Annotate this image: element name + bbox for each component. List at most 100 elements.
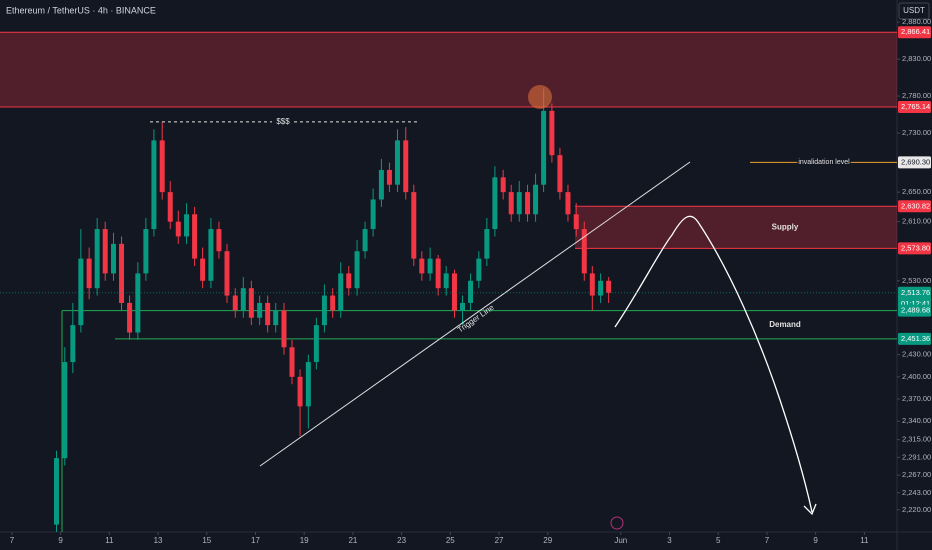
x-tick-label: 11 xyxy=(105,536,114,545)
candle-body xyxy=(565,192,571,215)
candle-body xyxy=(240,288,246,311)
x-tick-label: 15 xyxy=(202,536,211,545)
x-tick-label: 5 xyxy=(716,536,721,545)
candle-body xyxy=(119,243,125,303)
price-tag-label: 2,489.68 xyxy=(901,306,930,315)
x-tick-label: 7 xyxy=(10,536,15,545)
candle-body xyxy=(62,362,68,459)
candle-body xyxy=(598,280,604,296)
candle-body xyxy=(346,273,352,289)
projection-path xyxy=(614,215,813,513)
candle-body xyxy=(94,229,100,289)
candle-body xyxy=(54,458,60,525)
candle-body xyxy=(338,273,344,311)
y-tick-label: 2,400.00 xyxy=(902,372,931,381)
x-tick-label: 25 xyxy=(446,536,455,545)
x-tick-label: 21 xyxy=(348,536,357,545)
candle-body xyxy=(200,258,206,281)
candle-body xyxy=(516,192,522,215)
candle-body xyxy=(184,214,190,237)
y-tick-label: 2,220.00 xyxy=(902,505,931,514)
demand-label: Demand xyxy=(769,320,801,329)
candle-body xyxy=(460,302,466,311)
price-tag-label: 2,573.80 xyxy=(901,243,930,252)
candle-body xyxy=(378,169,384,200)
candle-body xyxy=(86,258,92,289)
x-tick-label: Jun xyxy=(614,536,627,545)
y-tick-label: 2,340.00 xyxy=(902,416,931,425)
price-tag-label: 2,451.36 xyxy=(901,334,930,343)
candle-body xyxy=(468,280,474,303)
candle-body xyxy=(525,192,531,215)
candle-body xyxy=(549,110,555,156)
price-tag xyxy=(898,242,931,255)
currency-box[interactable] xyxy=(898,2,930,20)
candle-body xyxy=(281,310,287,348)
x-tick-label: 9 xyxy=(813,536,818,545)
y-tick-label: 2,730.00 xyxy=(902,128,931,137)
candle-body xyxy=(305,362,311,407)
x-tick-label: 29 xyxy=(543,536,552,545)
candle-body xyxy=(581,229,587,274)
candles xyxy=(54,88,612,532)
candle-body xyxy=(476,258,482,281)
candle-body xyxy=(386,169,392,185)
price-tag xyxy=(898,304,931,317)
peak-highlight xyxy=(528,85,552,109)
candle-body xyxy=(362,229,368,252)
y-tick-label: 2,267.00 xyxy=(902,470,931,479)
price-tag xyxy=(898,101,931,114)
invalidation-label: invalidation level xyxy=(798,159,850,166)
candle-body xyxy=(370,199,376,230)
candle-body xyxy=(265,302,271,326)
x-tick-label: 11 xyxy=(860,536,869,545)
candle-body xyxy=(451,273,457,311)
candle-body xyxy=(167,192,173,222)
liquidity-label: $$$ xyxy=(276,117,290,126)
y-tick-label: 2,370.00 xyxy=(902,394,931,403)
chart-title: Ethereum / TetherUS · 4h · BINANCE xyxy=(6,5,156,15)
candle-body xyxy=(151,140,157,230)
y-tick-label: 2,315.00 xyxy=(902,435,931,444)
liquidity-bg xyxy=(272,116,294,127)
candle-body xyxy=(289,347,295,377)
candle-body xyxy=(354,251,360,289)
zones: Supply Demand invalidation level xyxy=(0,31,897,532)
candle-body xyxy=(573,214,579,230)
y-tick-label: 2,610.00 xyxy=(902,217,931,226)
candle-body xyxy=(321,295,327,326)
y-tick-label: 2,880.00 xyxy=(902,17,931,26)
x-tick-label: 27 xyxy=(495,536,504,545)
y-tick-label: 2,430.00 xyxy=(902,350,931,359)
price-tag xyxy=(898,200,931,213)
y-tick-label: 2,780.00 xyxy=(902,91,931,100)
x-tick-label: 9 xyxy=(58,536,63,545)
candle-body xyxy=(208,229,214,281)
y-tick-label: 2,530.00 xyxy=(902,276,931,285)
y-tick-label: 2,830.00 xyxy=(902,54,931,63)
candle-body xyxy=(500,177,506,193)
candle-body xyxy=(216,229,222,252)
candle-body xyxy=(248,288,254,318)
x-tick-label: 7 xyxy=(765,536,770,545)
candle-body xyxy=(110,243,116,274)
x-tick-label: 17 xyxy=(251,536,260,545)
candle-body xyxy=(492,177,498,230)
candle-body xyxy=(127,302,133,333)
candle-body xyxy=(313,325,319,363)
candle-body xyxy=(192,214,198,259)
price-tag-label: 2,765.14 xyxy=(901,102,930,111)
candle-body xyxy=(297,376,303,407)
candle-body xyxy=(273,310,279,326)
currency: USDT xyxy=(903,6,925,15)
candle-body xyxy=(257,302,263,318)
candle-body xyxy=(232,295,238,311)
candle-body xyxy=(533,184,539,215)
candle-body xyxy=(606,280,612,293)
price-tag xyxy=(898,332,931,345)
event-icon[interactable] xyxy=(610,516,624,530)
candle-body xyxy=(427,258,433,274)
countdown: 01:12:41 xyxy=(901,299,930,308)
